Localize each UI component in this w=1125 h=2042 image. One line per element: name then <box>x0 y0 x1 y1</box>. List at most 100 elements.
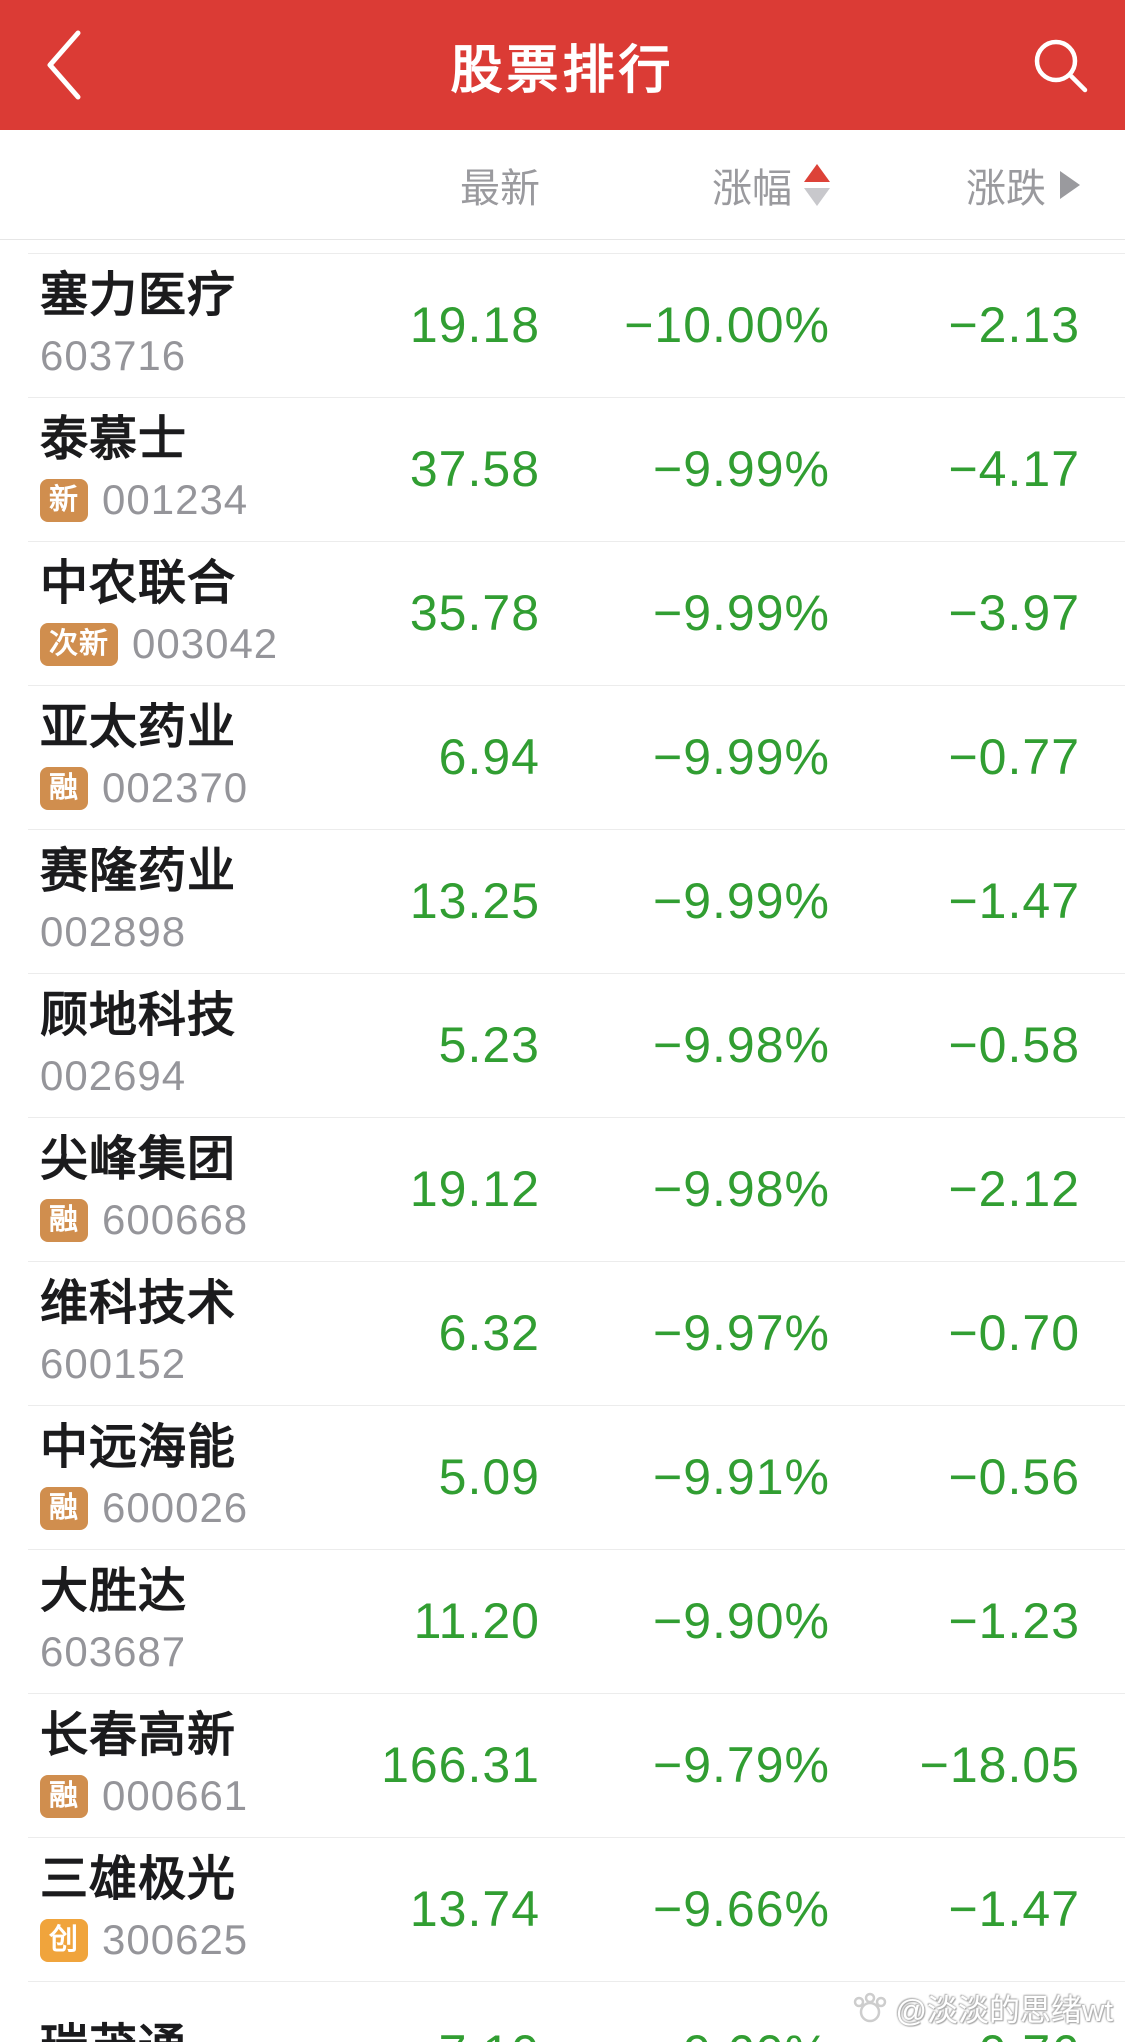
change-percent: −9.98% <box>653 1017 830 1073</box>
stock-code: 600026 <box>102 1484 249 1532</box>
stock-row[interactable]: 中远海能 融 600026 5.09 −9.91% −0.56 <box>0 1405 1125 1549</box>
search-button[interactable] <box>1025 30 1095 100</box>
change-percent: −9.99% <box>653 729 830 785</box>
stock-code: 002898 <box>40 908 187 956</box>
stock-code-line: 次新 003042 <box>40 620 330 668</box>
change-amount: −3.97 <box>948 585 1080 641</box>
stock-type-badge: 融 <box>40 1774 89 1818</box>
stock-name: 赛隆药业 <box>40 844 237 898</box>
stock-row[interactable]: 塞力医疗 603716 19.18 −10.00% −2.13 <box>0 253 1125 397</box>
stock-row[interactable]: 中农联合 次新 003042 35.78 −9.99% −3.97 <box>0 541 1125 685</box>
col-latest[interactable]: 最新 <box>330 156 540 214</box>
change-amount: −1.47 <box>948 1881 1080 1937</box>
latest-price: 19.18 <box>409 297 540 353</box>
sort-up-icon <box>804 163 830 182</box>
change-amount: −18.05 <box>919 1737 1080 1793</box>
change-percent: −9.98% <box>653 1161 830 1217</box>
stock-name: 瑞茂通 <box>40 2021 330 2042</box>
stock-code-line: 融 002370 <box>40 764 330 812</box>
stock-row[interactable]: 亚太药业 融 002370 6.94 −9.99% −0.77 <box>0 685 1125 829</box>
triangle-right-icon[interactable] <box>1060 170 1080 199</box>
stock-identity: 塞力医疗 603716 <box>40 269 330 381</box>
stock-code-line: 融 600026 <box>40 1484 330 1532</box>
stock-row[interactable]: 三雄极光 创 300625 13.74 −9.66% −1.47 <box>0 1837 1125 1981</box>
change-percent: −9.60% <box>540 2024 830 2042</box>
stock-code: 600152 <box>40 1340 187 1388</box>
nav-bar: 股票排行 <box>0 0 1125 130</box>
change-amount: −0.76 <box>830 2024 1080 2042</box>
back-button[interactable] <box>34 25 94 105</box>
stock-identity: 瑞茂通 <box>40 2021 330 2042</box>
table-column-header: 最新 涨幅 涨跌 <box>0 130 1125 240</box>
latest-price: 5.23 <box>438 1017 540 1073</box>
latest-price: 6.32 <box>438 1305 540 1361</box>
latest-price: 6.94 <box>438 729 540 785</box>
change-percent: −9.99% <box>653 873 830 929</box>
stock-row[interactable]: 大胜达 603687 11.20 −9.90% −1.23 <box>0 1549 1125 1693</box>
stock-code: 603687 <box>40 1628 187 1676</box>
stock-row[interactable]: 尖峰集团 融 600668 19.12 −9.98% −2.12 <box>0 1117 1125 1261</box>
stock-code: 002370 <box>102 764 249 812</box>
stock-code: 003042 <box>132 620 279 668</box>
stock-identity: 泰慕士 新 001234 <box>40 412 330 525</box>
stock-row[interactable]: 顾地科技 002694 5.23 −9.98% −0.58 <box>0 973 1125 1117</box>
stock-type-badge: 次新 <box>40 622 119 666</box>
change-amount: −1.47 <box>948 873 1080 929</box>
stock-identity: 尖峰集团 融 600668 <box>40 1133 330 1245</box>
change-percent: −9.91% <box>653 1449 830 1505</box>
stock-list[interactable]: 塞力医疗 603716 19.18 −10.00% −2.13 泰慕士 新 00… <box>0 240 1125 2042</box>
change-amount: −2.13 <box>948 297 1080 353</box>
list-top-spacer <box>0 240 1125 253</box>
col-change-pct-label: 涨幅 <box>712 166 792 211</box>
stock-code-line: 002694 <box>40 1052 330 1100</box>
stock-code-line: 融 600668 <box>40 1196 330 1244</box>
latest-price: 5.09 <box>438 1449 540 1505</box>
col-change[interactable]: 涨跌 <box>830 156 1080 214</box>
change-amount: −0.77 <box>948 729 1080 785</box>
change-amount: −0.56 <box>948 1449 1080 1505</box>
stock-name: 泰慕士 <box>40 412 188 466</box>
change-amount: −4.17 <box>948 441 1080 497</box>
stock-row[interactable]: 泰慕士 新 001234 37.58 −9.99% −4.17 <box>0 397 1125 541</box>
latest-price: 7.10 <box>330 2024 540 2042</box>
stock-name: 中远海能 <box>40 1420 237 1474</box>
chevron-left-icon <box>47 30 81 100</box>
latest-price: 166.31 <box>381 1737 540 1793</box>
change-amount: −0.70 <box>948 1305 1080 1361</box>
change-percent: −10.00% <box>624 297 830 353</box>
stock-code-line: 新 001234 <box>40 476 330 524</box>
stock-name: 大胜达 <box>40 1564 188 1618</box>
stock-type-badge: 新 <box>40 478 89 522</box>
stock-identity: 维科技术 600152 <box>40 1276 330 1389</box>
change-amount: −0.58 <box>948 1017 1080 1073</box>
change-percent: −9.90% <box>653 1593 830 1649</box>
stock-name: 中农联合 <box>40 556 237 610</box>
stock-code-line: 002898 <box>40 908 330 956</box>
col-latest-label: 最新 <box>460 166 540 211</box>
col-change-label: 涨跌 <box>966 166 1046 211</box>
stock-row[interactable]: 长春高新 融 000661 166.31 −9.79% −18.05 <box>0 1693 1125 1837</box>
stock-name: 长春高新 <box>40 1708 237 1762</box>
stock-code: 603716 <box>40 332 187 380</box>
stock-name: 亚太药业 <box>40 700 237 754</box>
stock-type-badge: 融 <box>40 1198 89 1242</box>
latest-price: 35.78 <box>409 585 540 641</box>
stock-code-line: 603716 <box>40 332 330 380</box>
sort-down-icon <box>804 187 830 206</box>
latest-price: 13.25 <box>409 873 540 929</box>
stock-identity: 亚太药业 融 002370 <box>40 700 330 813</box>
stock-row[interactable]: 赛隆药业 002898 13.25 −9.99% −1.47 <box>0 829 1125 973</box>
stock-code: 002694 <box>40 1052 187 1100</box>
col-change-pct[interactable]: 涨幅 <box>540 156 830 214</box>
stock-name: 维科技术 <box>40 1276 237 1330</box>
stock-identity: 中农联合 次新 003042 <box>40 556 330 669</box>
stock-identity: 大胜达 603687 <box>40 1564 330 1677</box>
stock-row[interactable]: 维科技术 600152 6.32 −9.97% −0.70 <box>0 1261 1125 1405</box>
stock-name: 顾地科技 <box>40 988 237 1042</box>
change-percent: −9.97% <box>653 1305 830 1361</box>
stock-row[interactable]: 瑞茂通 7.10 −9.60% −0.76 <box>0 1981 1125 2042</box>
latest-price: 19.12 <box>409 1161 540 1217</box>
stock-identity: 中远海能 融 600026 <box>40 1420 330 1533</box>
stock-identity: 赛隆药业 002898 <box>40 844 330 957</box>
